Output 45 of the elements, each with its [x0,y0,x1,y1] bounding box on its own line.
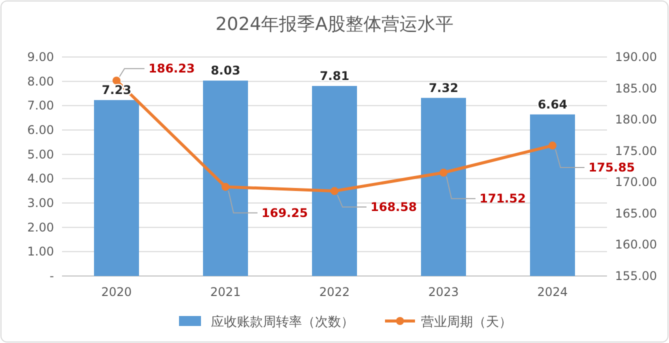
point [112,76,120,85]
legend-label: 营业周期（天） [421,315,512,330]
point [548,142,556,150]
bar [421,98,466,276]
bar [312,86,357,276]
y-tick-label: 8.00 [27,74,54,88]
y-tick-label: 6.00 [27,123,54,137]
y-tick-label: 5.00 [27,147,54,162]
y-tick-label: 3.00 [27,196,54,210]
data-label: 6.64 [538,97,568,112]
data-label: 171.52 [480,192,526,206]
y2-tick-label: 190.00 [615,50,657,64]
y2-tick-label: 180.00 [615,112,657,127]
bar [203,80,248,276]
y-tick-label: 4.00 [27,172,54,186]
y2-tick-label: 165.00 [615,206,657,220]
y2-tick-label: 155.00 [615,269,657,283]
point [222,182,230,191]
data-label: 7.32 [428,80,458,95]
chart-title: 2024年报季A股整体营运水平 [215,14,454,35]
y-tick-label: - [50,269,54,283]
data-label: 7.81 [320,68,350,83]
y-tick-label: 7.00 [27,98,54,113]
x-tick-label: 2024 [537,285,568,299]
data-label: 168.58 [370,200,417,214]
x-tick-label: 2023 [428,285,459,299]
legend-label: 应收账款周转率（次数） [211,314,354,330]
x-tick-label: 2020 [101,285,132,299]
bar [530,114,575,276]
x-tick-label: 2022 [319,285,350,299]
y2-tick-label: 185.00 [615,81,657,96]
y2-tick-label: 160.00 [615,238,657,252]
x-tick-label: 2021 [210,285,241,299]
y-tick-label: 9.00 [27,50,54,64]
data-label: 8.03 [210,64,240,78]
y2-tick-label: 170.00 [615,175,657,190]
bar [94,100,139,276]
point [440,168,448,177]
data-label: 169.25 [262,206,308,220]
point [330,187,338,196]
y-tick-label: 1.00 [27,244,54,259]
data-label: 175.85 [588,160,635,175]
data-label: 186.23 [148,62,195,76]
y2-tick-label: 175.00 [615,144,657,158]
y-tick-label: 2.00 [27,220,54,234]
